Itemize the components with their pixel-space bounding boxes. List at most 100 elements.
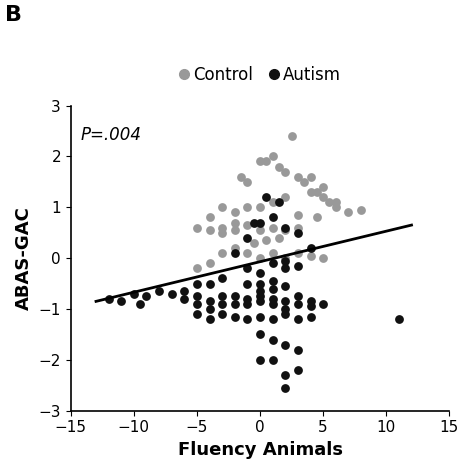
Point [319, 183, 327, 191]
Point [237, 173, 245, 181]
Point [206, 227, 213, 234]
Point [269, 315, 276, 323]
Point [256, 331, 264, 338]
Point [282, 193, 289, 201]
Point [301, 178, 308, 186]
Point [256, 255, 264, 262]
Point [231, 227, 238, 234]
Point [269, 277, 276, 285]
Text: P=.004: P=.004 [81, 126, 142, 144]
Point [282, 310, 289, 318]
Point [294, 346, 302, 354]
Point [206, 259, 213, 267]
Point [269, 259, 276, 267]
Point [219, 229, 226, 237]
Point [219, 310, 226, 318]
Point [269, 285, 276, 292]
Point [269, 356, 276, 364]
Point [256, 270, 264, 277]
Point [244, 221, 251, 229]
Point [193, 264, 201, 272]
Point [219, 203, 226, 211]
Point [231, 313, 238, 320]
Text: B: B [5, 5, 22, 25]
Point [275, 163, 283, 170]
Point [282, 255, 289, 262]
Point [294, 300, 302, 308]
Point [294, 224, 302, 231]
Point [282, 227, 289, 234]
Y-axis label: ABAS-GAC: ABAS-GAC [15, 206, 33, 310]
Point [313, 188, 320, 196]
Point [263, 237, 270, 244]
Point [282, 224, 289, 231]
Point [269, 295, 276, 302]
Point [294, 249, 302, 257]
Point [282, 298, 289, 305]
Point [181, 295, 188, 302]
Point [231, 209, 238, 216]
Point [231, 244, 238, 252]
Point [168, 290, 175, 298]
Point [244, 264, 251, 272]
Point [244, 203, 251, 211]
Point [294, 173, 302, 181]
Point [219, 275, 226, 283]
Point [319, 300, 327, 308]
Point [231, 300, 238, 308]
Point [256, 292, 264, 300]
Point [313, 214, 320, 221]
Point [275, 234, 283, 242]
Point [307, 244, 314, 252]
Point [307, 252, 314, 259]
Point [282, 257, 289, 264]
Point [206, 305, 213, 313]
Point [263, 158, 270, 165]
Point [206, 315, 213, 323]
Point [326, 199, 333, 206]
Point [256, 287, 264, 295]
Point [219, 300, 226, 308]
Point [282, 264, 289, 272]
Point [219, 249, 226, 257]
Point [231, 249, 238, 257]
Point [307, 313, 314, 320]
Point [307, 173, 314, 181]
Point [244, 315, 251, 323]
Point [269, 199, 276, 206]
Point [193, 280, 201, 287]
Point [244, 295, 251, 302]
Point [244, 249, 251, 257]
Point [357, 206, 365, 214]
Point [269, 249, 276, 257]
Point [256, 203, 264, 211]
Point [193, 300, 201, 308]
Point [256, 356, 264, 364]
Point [231, 219, 238, 226]
Point [193, 292, 201, 300]
Point [269, 300, 276, 308]
Point [118, 298, 125, 305]
Point [193, 224, 201, 231]
Point [244, 178, 251, 186]
Point [263, 193, 270, 201]
Point [288, 132, 295, 140]
Point [244, 280, 251, 287]
Point [332, 203, 339, 211]
Point [294, 262, 302, 270]
Point [294, 292, 302, 300]
Point [256, 227, 264, 234]
X-axis label: Fluency Animals: Fluency Animals [178, 441, 343, 459]
Point [206, 280, 213, 287]
Point [256, 298, 264, 305]
Point [269, 336, 276, 343]
Point [307, 303, 314, 310]
Point [294, 229, 302, 237]
Point [219, 292, 226, 300]
Point [105, 295, 112, 302]
Point [269, 224, 276, 231]
Point [307, 188, 314, 196]
Point [294, 366, 302, 374]
Point [137, 300, 144, 308]
Point [219, 224, 226, 231]
